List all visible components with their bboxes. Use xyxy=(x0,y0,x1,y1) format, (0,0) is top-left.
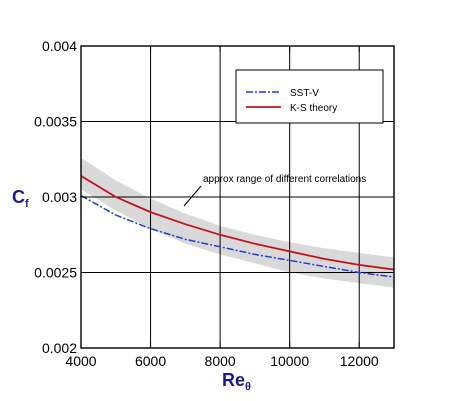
x-tick-label: 8000 xyxy=(205,353,236,369)
legend: SST-V K-S theory xyxy=(235,69,384,124)
y-tick-label: 0.002 xyxy=(42,340,77,356)
x-tick-label: 12000 xyxy=(340,353,379,369)
y-tick-label: 0.0025 xyxy=(34,265,77,281)
y-axis-title-sub: f xyxy=(25,198,29,210)
series-line-k-s-theory xyxy=(81,175,394,271)
series-line-sst-v xyxy=(81,194,394,278)
y-axis-title: Cf xyxy=(12,187,29,210)
legend-label-sst-v: SST-V xyxy=(290,88,319,99)
annotation-text: approx range of different correlations xyxy=(203,174,366,185)
x-axis-title-sub: θ xyxy=(245,381,251,393)
x-tick-label: 10000 xyxy=(270,353,309,369)
y-tick-label: 0.004 xyxy=(42,38,77,54)
x-axis-title-main: Re xyxy=(222,370,245,390)
y-tick-label: 0.0035 xyxy=(34,114,77,130)
legend-box xyxy=(235,69,384,124)
x-axis-title: Reθ xyxy=(222,370,251,393)
x-tick-label: 6000 xyxy=(135,353,166,369)
x-tick-label: 4000 xyxy=(65,353,96,369)
correlation-range-band xyxy=(81,157,394,288)
y-axis-title-main: C xyxy=(12,187,25,207)
annotation-arrow xyxy=(183,185,202,207)
y-tick-label: 0.003 xyxy=(42,189,77,205)
legend-label-ks-theory: K-S theory xyxy=(290,103,337,114)
